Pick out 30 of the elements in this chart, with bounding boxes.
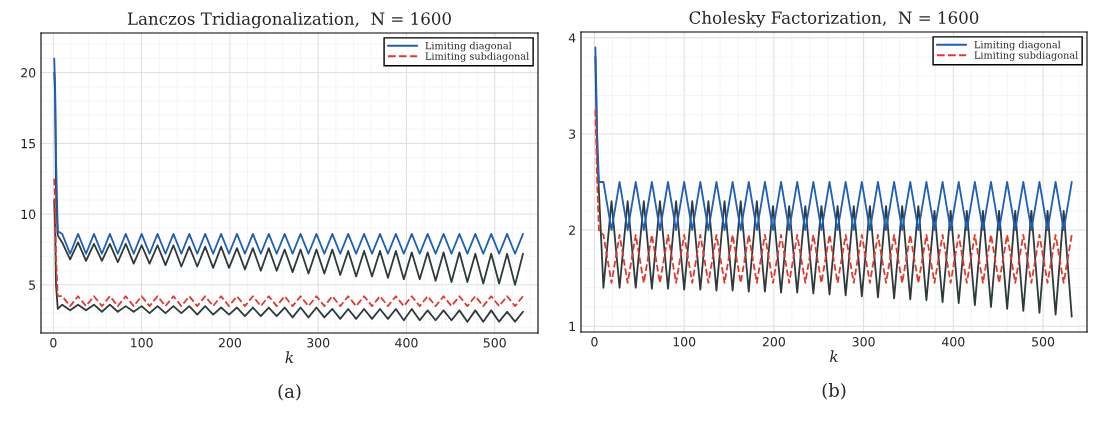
y-tick-label: 3 xyxy=(569,129,576,139)
x-tick-label: 200 xyxy=(762,337,785,347)
x-axis-title: k xyxy=(830,350,838,362)
x-tick-label: 200 xyxy=(218,338,242,348)
x-tick-label: 300 xyxy=(307,338,330,348)
text: (b) xyxy=(822,383,846,400)
x-tick-label: 500 xyxy=(483,338,506,348)
legend-label: Limiting subdiagonal xyxy=(974,51,1078,61)
text: (a) xyxy=(278,384,301,401)
x-tick-label: 0 xyxy=(50,338,57,348)
y-tick-label: 4 xyxy=(568,33,576,43)
x-tick-label: 400 xyxy=(395,338,418,348)
x-tick-label: 0 xyxy=(591,337,598,347)
y-tick-label: 15 xyxy=(21,139,36,149)
x-tick-label: 100 xyxy=(673,337,696,347)
chart-title: Lanczos Tridiagonalization, N = 1600 xyxy=(127,12,451,29)
legend-label: Limiting diagonal xyxy=(425,41,512,52)
y-tick-label: 10 xyxy=(21,209,36,220)
x-axis-title: k xyxy=(285,351,294,363)
legend-label: Limiting subdiagonal xyxy=(425,52,529,62)
y-tick-label: 2 xyxy=(569,225,575,235)
x-tick-label: 300 xyxy=(852,337,875,347)
chart-title: Cholesky Factorization, N = 1600 xyxy=(689,11,979,28)
y-tick-label: 1 xyxy=(569,321,575,331)
legend-label: Limiting diagonal xyxy=(974,40,1061,51)
y-tick-label: 5 xyxy=(29,280,36,290)
x-tick-label: 500 xyxy=(1032,337,1055,347)
x-tick-label: 100 xyxy=(131,338,153,348)
x-tick-label: 400 xyxy=(942,337,965,347)
y-tick-label: 20 xyxy=(21,68,36,78)
